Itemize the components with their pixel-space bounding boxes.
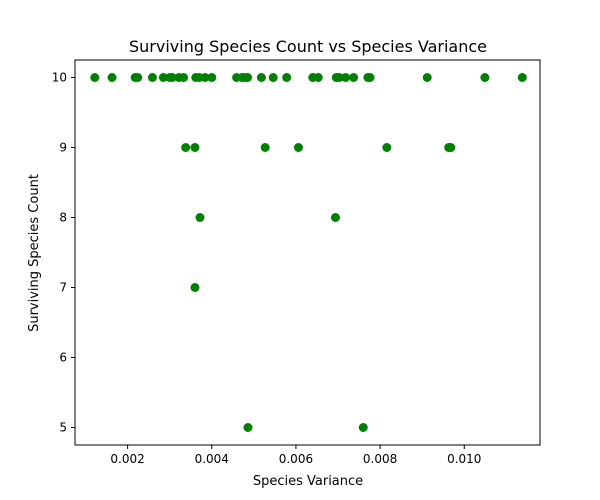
scatter-point [422,73,432,82]
scatter-point [382,143,392,152]
scatter-point [158,73,168,82]
scatter-point [179,73,189,82]
scatter-point [207,73,217,82]
x-tick-label: 0.006 [279,452,313,466]
y-tick-label: 10 [52,71,67,85]
scatter-point [243,423,253,432]
scatter-point [147,73,157,82]
x-axis: 0.002 0.004 0.006 0.008 0.010 [110,445,481,466]
scatter-point [90,73,100,82]
scatter-point [334,73,344,82]
scatter-point [256,73,266,82]
scatter-point [293,143,303,152]
scatter-point [107,73,117,82]
data-points [90,73,527,432]
y-tick-label: 5 [59,421,67,435]
scatter-point [517,73,527,82]
scatter-point [268,73,278,82]
x-tick-label: 0.010 [447,452,481,466]
scatter-point [358,423,368,432]
scatter-point [330,213,340,222]
scatter-point [195,213,205,222]
x-axis-label: Species Variance [253,474,363,489]
chart-title: Surviving Species Count vs Species Varia… [129,37,487,56]
y-tick-label: 7 [59,281,67,295]
scatter-point [282,73,292,82]
y-axis-label: Surviving Species Count [27,174,42,332]
x-tick-label: 0.004 [195,452,229,466]
scatter-point [365,73,375,82]
scatter-point [167,73,177,82]
scatter-point [133,73,143,82]
y-axis: 5 6 7 8 9 10 [52,71,75,435]
x-tick-label: 0.002 [110,452,144,466]
x-tick-label: 0.008 [363,452,397,466]
y-tick-label: 8 [59,211,67,225]
scatter-point [446,143,456,152]
plot-frame [74,59,541,446]
scatter-point [349,73,359,82]
scatter-point [200,73,210,82]
scatter-point [190,143,200,152]
scatter-point [181,143,191,152]
y-tick-label: 6 [59,351,67,365]
y-tick-label: 9 [59,141,67,155]
scatter-point [243,73,253,82]
scatter-point [341,73,351,82]
scatter-point [313,73,323,82]
scatter-point [190,283,200,292]
scatter-point [480,73,490,82]
scatter-point [260,143,270,152]
